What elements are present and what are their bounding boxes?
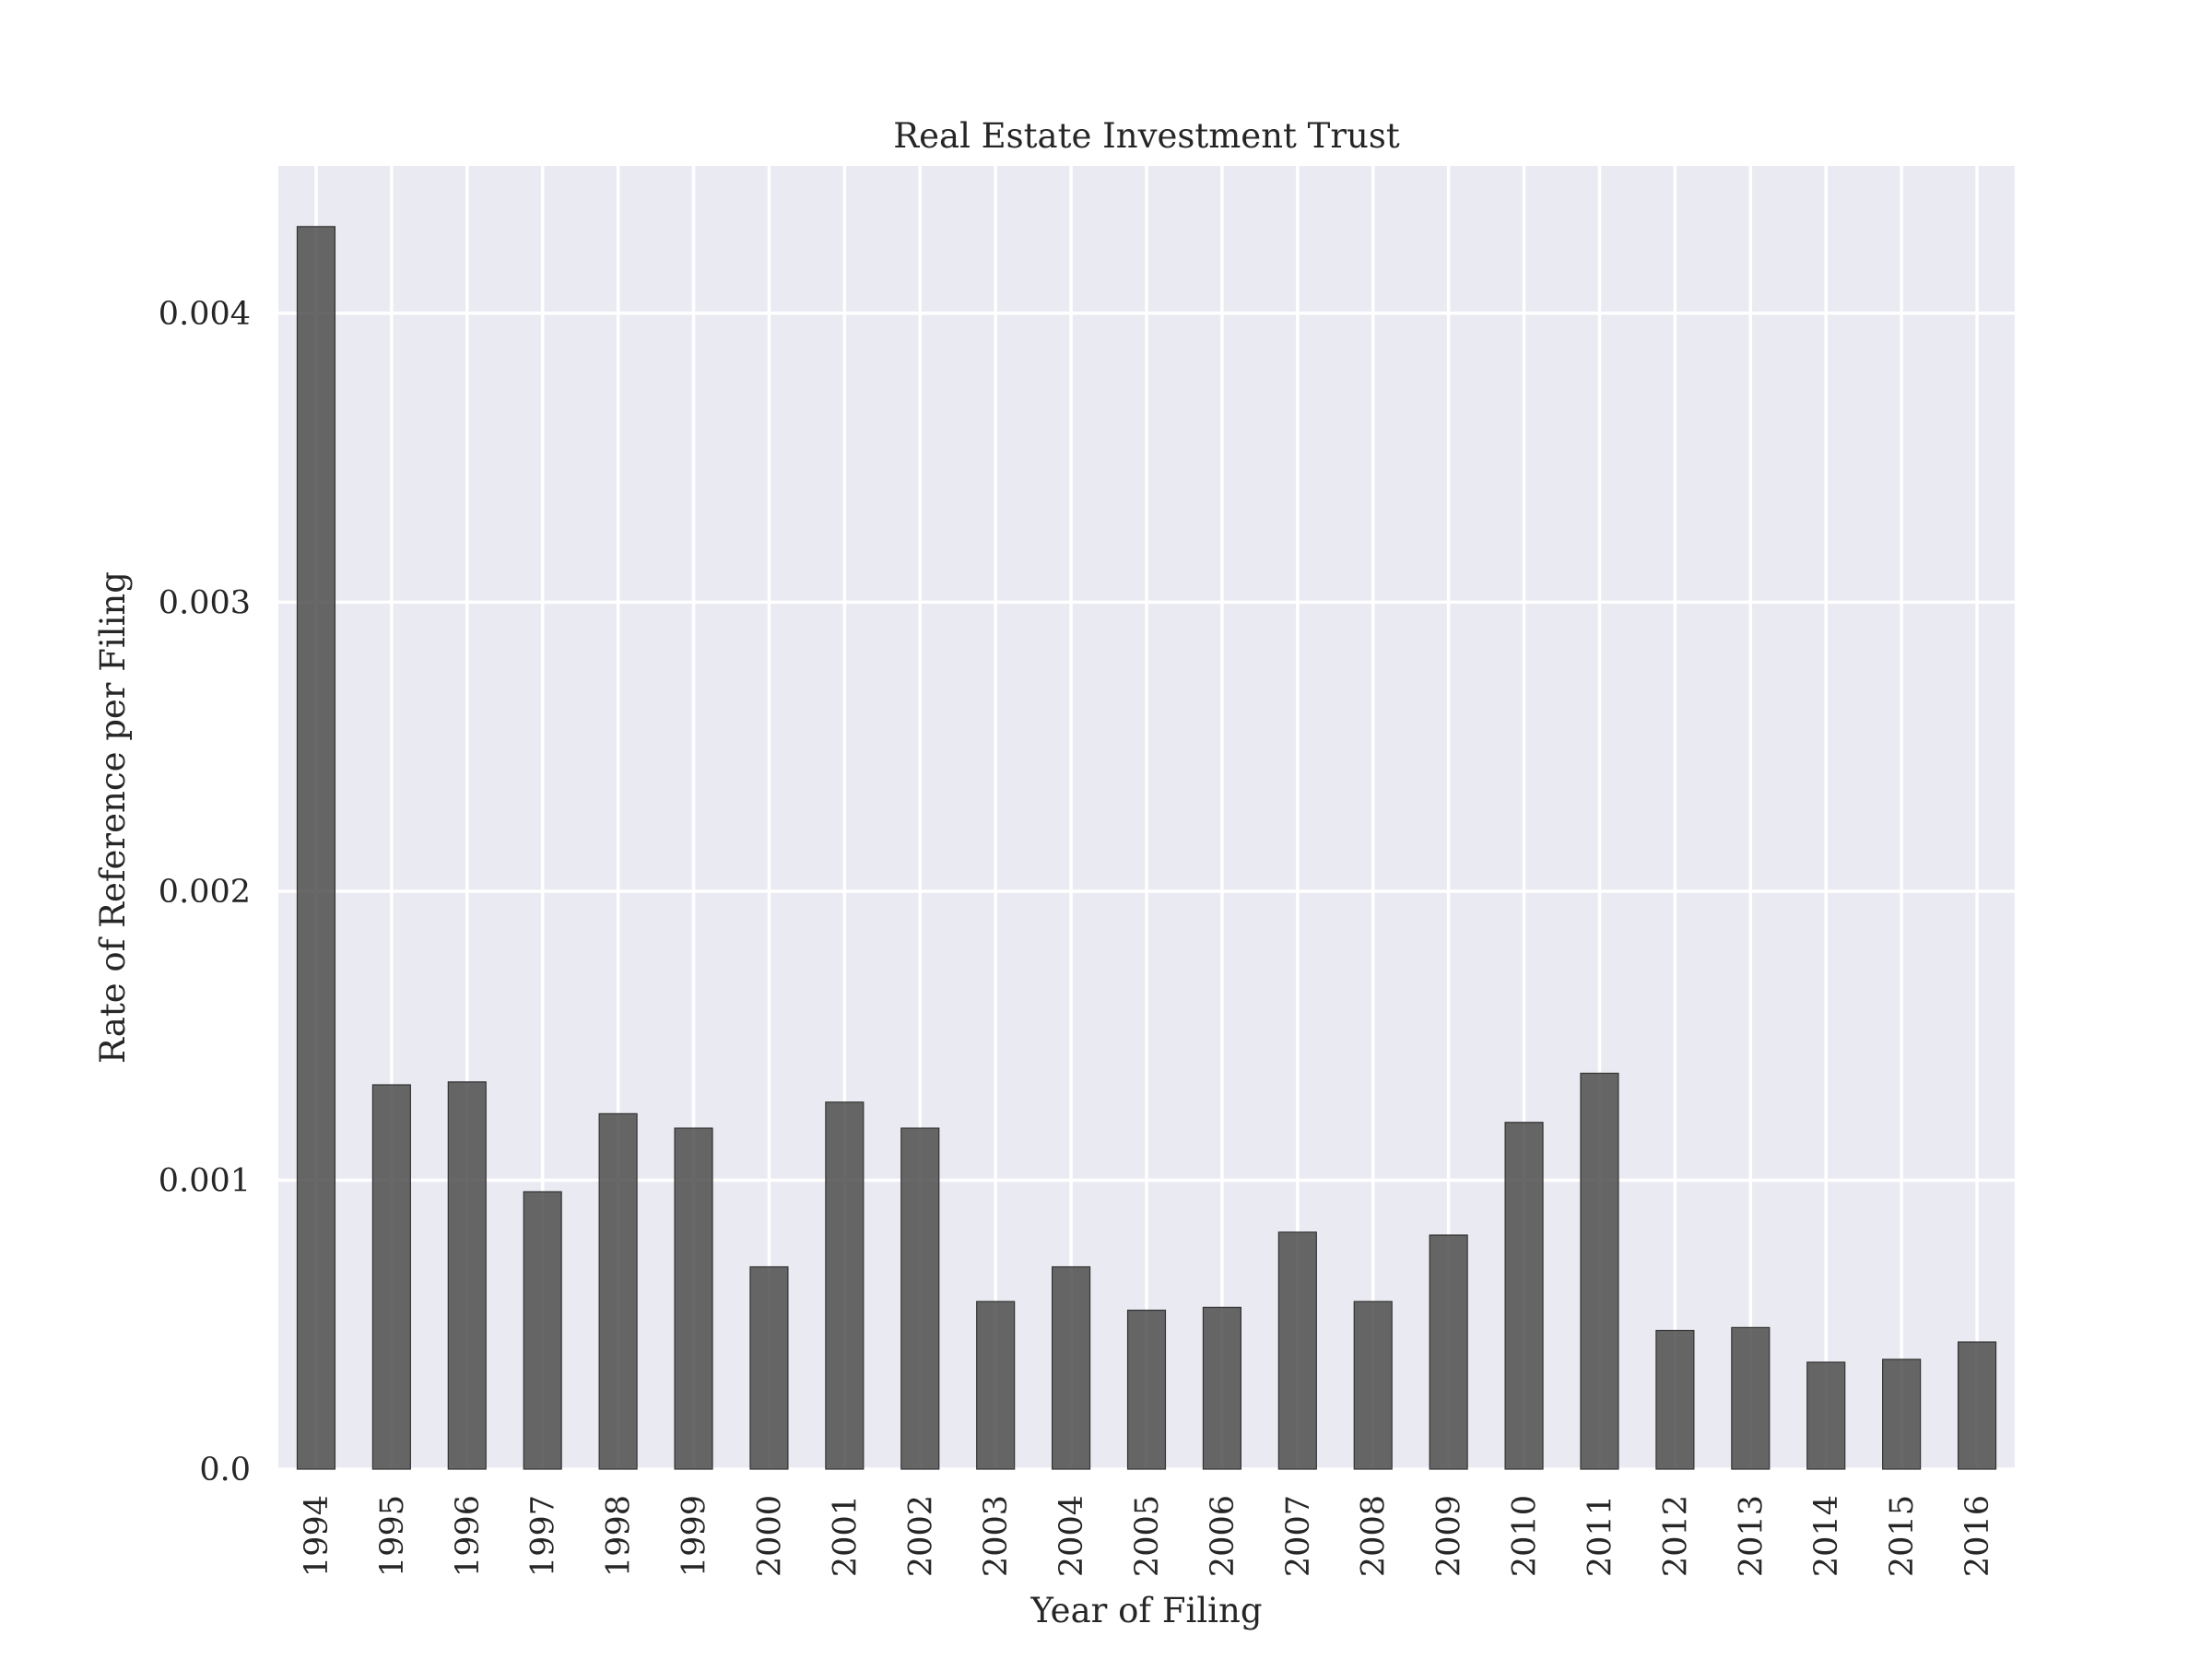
- x-tick-label: 2015: [1884, 1495, 1921, 1577]
- x-axis-label: Year of Filing: [1030, 1591, 1262, 1630]
- x-tick-label: 2008: [1356, 1495, 1393, 1577]
- x-tick-label: 2011: [1582, 1495, 1618, 1577]
- bar-2013: [1731, 1326, 1771, 1470]
- bar-2001: [825, 1101, 865, 1470]
- chart-title: Real Estate Investment Trust: [893, 116, 1400, 156]
- bar-2000: [749, 1265, 789, 1470]
- bar-2008: [1353, 1300, 1393, 1470]
- bar-2011: [1580, 1072, 1619, 1470]
- x-tick-label: 2001: [827, 1495, 864, 1577]
- y-tick-label: 0.002: [159, 874, 251, 911]
- y-tick-label: 0.0: [199, 1452, 251, 1488]
- x-tick-label: 2003: [978, 1495, 1015, 1577]
- bar-2009: [1429, 1234, 1468, 1470]
- x-tick-label: 1999: [677, 1495, 713, 1577]
- bar-2007: [1277, 1231, 1317, 1470]
- x-tick-label: 2012: [1657, 1495, 1694, 1577]
- x-tick-label: 2010: [1507, 1495, 1544, 1577]
- x-tick-label: 2006: [1205, 1495, 1241, 1577]
- x-tick-label: 2016: [1959, 1495, 1996, 1577]
- x-tick-label: 2000: [751, 1495, 788, 1577]
- y-tick-label: 0.003: [159, 584, 251, 621]
- x-tick-label: 1997: [525, 1495, 562, 1577]
- bar-2002: [900, 1127, 940, 1470]
- x-tick-label: 1998: [601, 1495, 638, 1577]
- bar-2010: [1504, 1122, 1544, 1470]
- x-tick-label: 2014: [1808, 1495, 1845, 1577]
- x-tick-label: 1994: [299, 1495, 335, 1577]
- bar-2014: [1806, 1361, 1846, 1470]
- y-tick-label: 0.004: [159, 296, 251, 333]
- y-tick-label: 0.001: [159, 1162, 251, 1199]
- bar-1997: [523, 1191, 562, 1470]
- bar-1999: [674, 1127, 713, 1470]
- bar-1998: [598, 1112, 638, 1470]
- bar-2015: [1882, 1359, 1922, 1470]
- bar-1996: [447, 1081, 487, 1470]
- x-tick-label: 2007: [1280, 1495, 1317, 1577]
- bars: [296, 226, 1997, 1470]
- x-tick-label: 2004: [1053, 1495, 1090, 1577]
- x-tick-label: 1995: [374, 1495, 411, 1577]
- bar-2005: [1126, 1309, 1167, 1470]
- x-tick-label: 2013: [1733, 1495, 1770, 1577]
- x-tick-label: 2005: [1129, 1495, 1166, 1577]
- x-axis-ticks: 1994 1995 1996 1997 1998 1999 2000 2001 2002 2003…: [299, 1495, 1996, 1577]
- bar-1995: [371, 1084, 411, 1470]
- x-tick-label: 2002: [902, 1495, 939, 1577]
- bar-1994: [296, 226, 336, 1470]
- bar-2004: [1052, 1265, 1091, 1470]
- y-axis-ticks: 0.0 0.001 0.002 0.003 0.004: [159, 296, 251, 1488]
- x-tick-label: 1996: [450, 1495, 487, 1577]
- bar-2003: [976, 1300, 1016, 1470]
- bar-2006: [1202, 1306, 1241, 1470]
- bar-2016: [1957, 1341, 1997, 1470]
- bar-2012: [1655, 1329, 1695, 1470]
- y-axis-label: Rate of Reference per Filing: [93, 571, 133, 1064]
- x-tick-label: 2009: [1431, 1495, 1468, 1577]
